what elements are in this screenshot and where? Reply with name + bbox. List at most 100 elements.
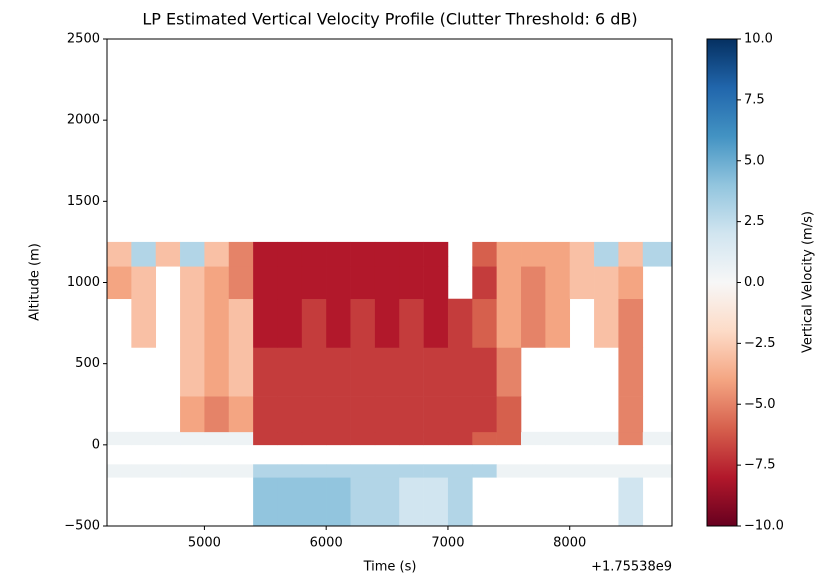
heatmap-cell [107,464,132,478]
heatmap-cell [301,464,327,478]
heatmap-cell [107,266,132,300]
heatmap-cell [594,241,619,267]
heatmap-cell [423,396,449,433]
heatmap-cell [642,464,673,478]
y-axis-label: Altitude (m) [28,243,43,321]
heatmap-cell [301,396,327,433]
heatmap-cell [399,431,424,446]
heatmap-cell [496,266,522,300]
heatmap-cell [326,431,351,446]
heatmap-cell [180,396,205,433]
heatmap-cell [107,241,132,267]
heatmap-cell [180,464,205,478]
heatmap-cell [204,431,230,446]
heatmap-cell [423,298,449,348]
heatmap-cell [301,266,327,300]
heatmap-cell [180,241,205,267]
heatmap-cell [618,266,644,300]
x-offset-label: +1.75538e9 [591,560,672,575]
heatmap-cell [350,431,376,446]
heatmap-cell [180,431,205,446]
heatmap-cell [618,477,644,527]
heatmap-cell [350,266,376,300]
heatmap-cell [472,464,497,478]
heatmap-cell [326,266,351,300]
heatmap-cell [228,298,254,348]
heatmap-cell [277,266,303,300]
heatmap-cell [326,298,351,348]
heatmap-cell [496,396,522,433]
heatmap-cell [277,431,303,446]
heatmap-cell [253,241,278,267]
heatmap-cell [374,241,400,267]
y-tick-label: 500 [75,356,100,371]
y-tick-label: 1000 [67,275,100,290]
heatmap-cell [447,347,473,397]
heatmap-cell [180,347,205,397]
x-tick-label: 6000 [310,536,343,551]
colorbar-tick-label: −7.5 [744,458,776,473]
heatmap-cell [545,241,571,267]
heatmap-cell [253,347,278,397]
heatmap-cell [399,396,424,433]
heatmap-cell [350,477,376,527]
heatmap-cell [399,477,424,527]
heatmap-cell [447,431,473,446]
heatmap-cell [228,266,254,300]
heatmap-cell [277,464,303,478]
colorbar [706,38,738,527]
heatmap-cell [374,477,400,527]
heatmap-cell [350,464,376,478]
colorbar-tick-label: 5.0 [744,153,765,168]
heatmap-cell [423,431,449,446]
heatmap-cell [253,266,278,300]
y-tick-label: 1500 [67,194,100,209]
heatmap-cell [301,477,327,527]
heatmap-cell [472,266,497,300]
heatmap-cell [545,464,571,478]
heatmap-cell [545,431,571,446]
heatmap-cell [594,464,619,478]
heatmap-cell [253,298,278,348]
heatmap-cell [131,464,157,478]
chart-title: LP Estimated Vertical Velocity Profile (… [142,10,637,29]
heatmap-cell [569,266,595,300]
heatmap-cell [180,266,205,300]
heatmap-cell [545,266,571,300]
heatmap-cell [326,477,351,527]
x-tick-label: 5000 [188,536,221,551]
heatmap-cell [399,298,424,348]
heatmap-cell [447,477,473,527]
heatmap-cell [447,396,473,433]
heatmap-cell [569,464,595,478]
heatmap-cell [594,431,619,446]
heatmap-cell [204,396,230,433]
heatmap-cell [301,431,327,446]
heatmap-cell [423,241,449,267]
heatmap-cell [496,241,522,267]
heatmap-cell [618,396,644,433]
heatmap-cell [472,298,497,348]
heatmap-cell [618,241,644,267]
heatmap-cell [447,298,473,348]
heatmap-cell [131,431,157,446]
x-tick-label: 8000 [553,536,586,551]
heatmap-cell [350,241,376,267]
heatmap-cell [496,431,522,446]
heatmap-cell [423,464,449,478]
colorbar-tick-label: −2.5 [744,336,776,351]
y-tick-label: −500 [64,519,100,534]
heatmap-cell [253,431,278,446]
heatmap-cell [326,241,351,267]
heatmap-cell [399,464,424,478]
heatmap-cell [521,464,546,478]
heatmap-cell [228,241,254,267]
heatmap-cell [545,298,571,348]
heatmap-cell [472,396,497,433]
heatmap-cell [521,266,546,300]
heatmap-cell [277,396,303,433]
heatmap-cell [301,347,327,397]
heatmap-cell [374,464,400,478]
heatmap-cell [107,431,132,446]
